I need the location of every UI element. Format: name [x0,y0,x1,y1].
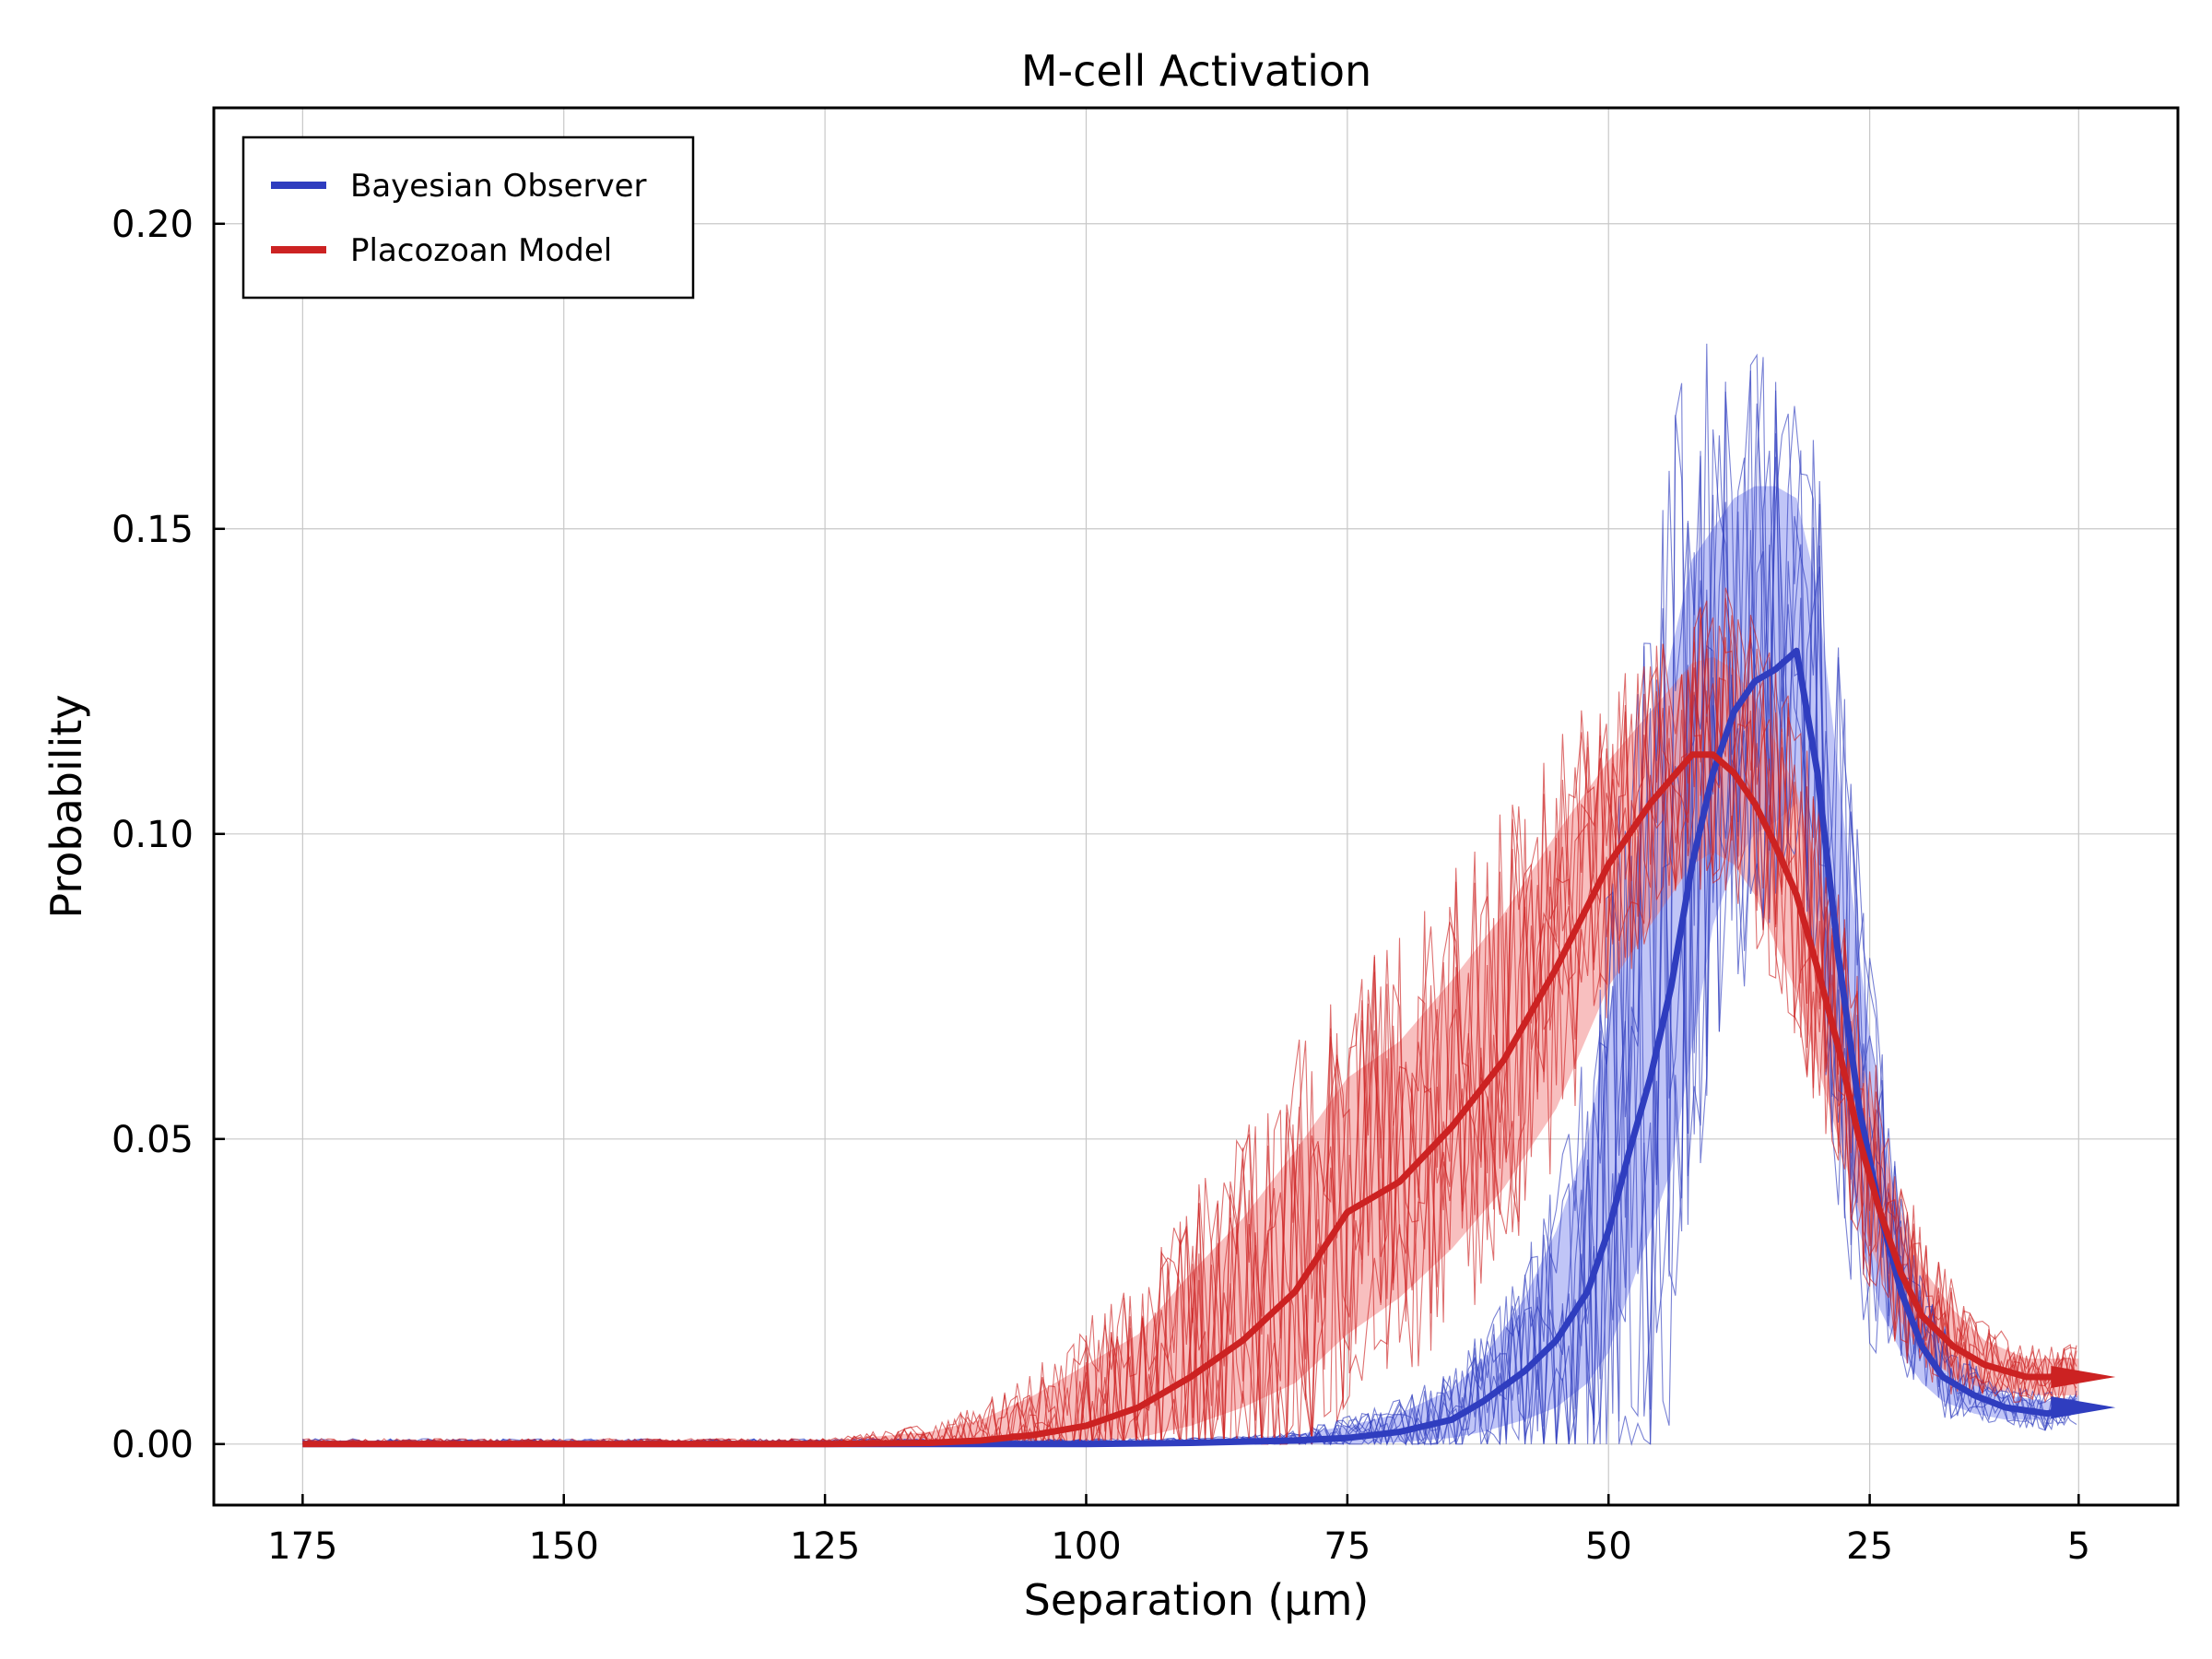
y-tick-label: 0.15 [112,509,194,551]
chart-title: M-cell Activation [1021,46,1371,96]
legend-label-placozoan-model: Placozoan Model [350,232,612,269]
x-tick-label: 5 [2067,1525,2090,1568]
legend-box [243,137,693,298]
x-tick-label: 50 [1585,1525,1632,1568]
x-tick-label: 150 [529,1525,599,1568]
legend: Bayesian Observer Placozoan Model [243,137,693,298]
y-tick-label: 0.10 [112,814,194,856]
x-axis-label: Separation (µm) [1024,1575,1370,1625]
y-tick-label: 0.05 [112,1119,194,1161]
x-tick-label: 25 [1846,1525,1893,1568]
y-axis-label: Probability [41,694,91,918]
x-tick-label: 125 [790,1525,860,1568]
y-tick-label: 0.20 [112,204,194,246]
x-tick-label: 75 [1324,1525,1371,1568]
legend-label-bayesian-observer: Bayesian Observer [350,168,647,205]
x-tick-label: 175 [267,1525,337,1568]
x-tick-label: 100 [1051,1525,1121,1568]
y-tick-label: 0.00 [112,1424,194,1466]
